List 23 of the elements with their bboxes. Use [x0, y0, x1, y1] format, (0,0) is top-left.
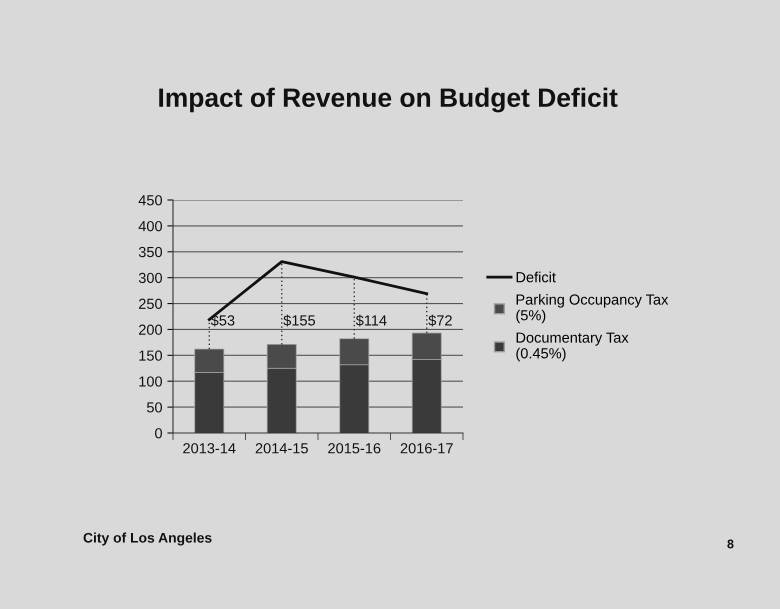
annotation: $155 — [283, 314, 316, 326]
y-tick-label: 300 — [138, 272, 162, 284]
chart-title: Impact of Revenue on Budget Deficit — [159, 88, 618, 112]
legend-label: Deficit — [516, 272, 556, 282]
y-tick-label: 350 — [138, 246, 162, 258]
x-tick-label: 2016-17 — [400, 443, 453, 454]
text: 8 — [727, 540, 734, 548]
y-tick-label: 200 — [138, 324, 162, 335]
legend-label: Documentary Tax (0.45%) — [516, 332, 628, 362]
legend-label: Parking Occupancy Tax (5%) — [516, 294, 668, 324]
y-tick-label: 50 — [146, 402, 162, 413]
annotation: $114 — [356, 314, 387, 326]
y-tick-label: 450 — [138, 195, 162, 206]
x-tick-label: 2015-16 — [328, 443, 380, 454]
y-tick-label: 400 — [138, 220, 162, 232]
x-tick-label: 2014-15 — [256, 443, 308, 454]
y-tick-label: 150 — [139, 350, 162, 361]
annotation: $72 — [428, 314, 452, 326]
x-tick-label: 2013-14 — [183, 443, 236, 454]
y-tick-label: 250 — [138, 298, 162, 309]
y-tick-label: 100 — [139, 376, 162, 387]
text: City of Los Angeles — [84, 532, 212, 546]
y-tick-label: 0 — [155, 428, 162, 438]
